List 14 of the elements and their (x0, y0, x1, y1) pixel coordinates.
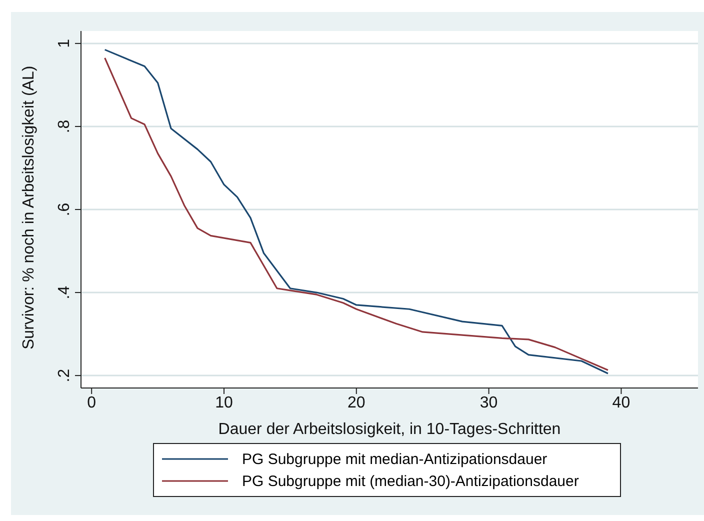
y-axis-title: Survivor: % noch in Arbeitslosigkeit (AL) (20, 66, 38, 350)
x-tick-label: 40 (612, 394, 630, 412)
y-tick-label: 1 (56, 38, 73, 48)
legend-label: PG Subgruppe mit median-Antizipationsdauer (242, 450, 548, 468)
y-tick-label: .4 (56, 286, 73, 300)
legend-label: PG Subgruppe mit (median-30)-Antizipationsdauer (242, 472, 579, 490)
x-tick-label: 0 (87, 394, 96, 412)
y-tick-label: .2 (56, 368, 73, 382)
x-tick-label: 30 (480, 394, 498, 412)
x-axis-title: Dauer der Arbeitslosigkeit, in 10-Tages-Schritten (218, 421, 561, 438)
y-tick-label: .8 (56, 120, 73, 134)
x-tick-label: 10 (215, 394, 233, 412)
y-tick-label: .6 (56, 202, 73, 216)
x-tick-label: 20 (348, 394, 366, 412)
